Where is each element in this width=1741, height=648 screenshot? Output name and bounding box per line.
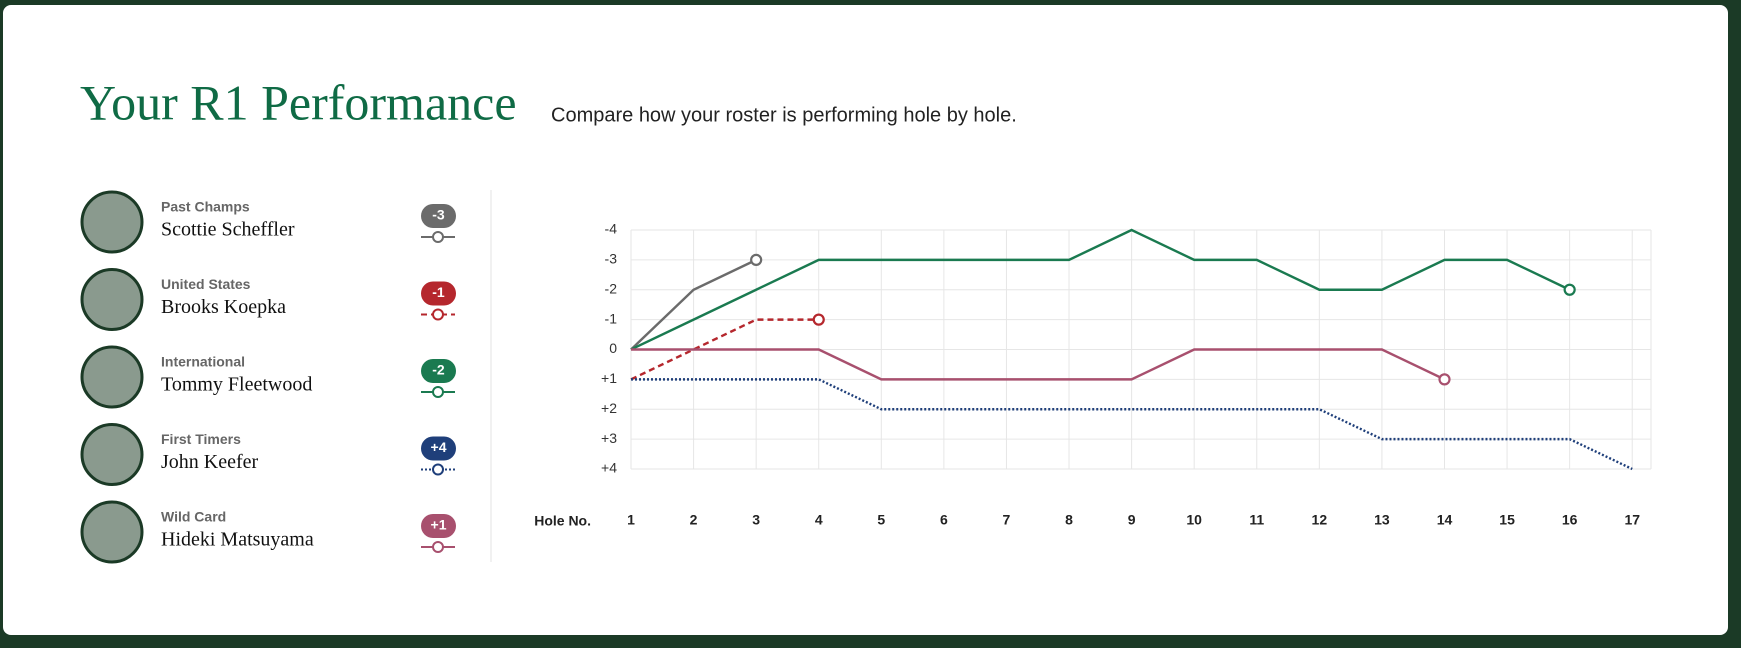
player-group: First Timers bbox=[161, 431, 241, 447]
y-tick-label: +1 bbox=[601, 370, 617, 386]
x-axis-label: Hole No. bbox=[534, 513, 591, 529]
y-tick-label: +4 bbox=[601, 460, 617, 476]
x-tick-label: 3 bbox=[752, 512, 760, 528]
avatar bbox=[80, 190, 144, 254]
score-label: -1 bbox=[432, 284, 445, 300]
score-label: -3 bbox=[432, 207, 445, 223]
x-tick-label: 17 bbox=[1624, 512, 1640, 528]
player-name: Scottie Scheffler bbox=[161, 219, 295, 241]
score-label: +1 bbox=[431, 517, 447, 533]
x-tick-label: 15 bbox=[1499, 512, 1515, 528]
x-tick-label: 10 bbox=[1186, 512, 1202, 528]
x-tick-label: 14 bbox=[1437, 512, 1453, 528]
score-badge bbox=[421, 514, 456, 538]
end-marker bbox=[750, 253, 763, 266]
x-tick-label: 5 bbox=[877, 512, 885, 528]
legend-marker bbox=[432, 308, 444, 321]
score-label: +4 bbox=[431, 439, 447, 455]
x-tick-label: 1 bbox=[627, 512, 635, 528]
player-group: International bbox=[161, 354, 245, 370]
avatar bbox=[80, 500, 144, 564]
score-badge bbox=[421, 204, 456, 228]
y-tick-label: +3 bbox=[601, 430, 617, 446]
player-name: John Keefer bbox=[161, 451, 259, 473]
y-tick-label: -3 bbox=[605, 251, 618, 267]
player-name: Hideki Matsuyama bbox=[161, 529, 314, 551]
legend-marker bbox=[432, 463, 444, 476]
player-group: Wild Card bbox=[161, 509, 226, 525]
x-tick-label: 6 bbox=[940, 512, 948, 528]
title: Your R1 Performance bbox=[80, 74, 517, 130]
x-tick-label: 8 bbox=[1065, 512, 1073, 528]
x-tick-label: 16 bbox=[1562, 512, 1578, 528]
legend-marker bbox=[432, 231, 444, 243]
x-tick-label: 12 bbox=[1312, 512, 1328, 528]
x-tick-label: 7 bbox=[1003, 512, 1011, 528]
x-tick-label: 9 bbox=[1128, 512, 1136, 528]
avatar bbox=[80, 268, 144, 331]
player-name: Brooks Koepka bbox=[161, 296, 286, 318]
avatar bbox=[80, 345, 144, 409]
score-badge bbox=[421, 359, 456, 383]
y-tick-label: -2 bbox=[605, 280, 618, 296]
score-label: -2 bbox=[432, 362, 445, 378]
series-line bbox=[630, 318, 819, 381]
avatar bbox=[80, 423, 144, 486]
score-badge bbox=[421, 436, 456, 461]
x-tick-label: 11 bbox=[1249, 512, 1264, 528]
legend-marker bbox=[432, 386, 444, 398]
subtitle: Compare how your roster is performing ho… bbox=[551, 104, 1017, 126]
end-marker bbox=[1438, 373, 1451, 386]
y-tick-label: 0 bbox=[609, 340, 617, 356]
series-line bbox=[630, 258, 757, 351]
score-badge bbox=[421, 281, 456, 306]
y-tick-label: +2 bbox=[601, 400, 617, 416]
y-tick-label: -1 bbox=[605, 310, 618, 326]
end-marker bbox=[1563, 283, 1576, 296]
player-group: Past Champs bbox=[161, 199, 250, 215]
player-name: Tommy Fleetwood bbox=[161, 374, 312, 396]
x-tick-label: 4 bbox=[815, 512, 823, 528]
series-line bbox=[631, 348, 1446, 381]
y-tick-label: -4 bbox=[605, 221, 618, 237]
x-tick-label: 13 bbox=[1374, 512, 1390, 528]
x-tick-label: 2 bbox=[690, 512, 698, 528]
player-group: United States bbox=[161, 276, 251, 292]
end-marker bbox=[812, 313, 825, 326]
legend-marker bbox=[432, 541, 444, 553]
series-line bbox=[630, 228, 1571, 351]
